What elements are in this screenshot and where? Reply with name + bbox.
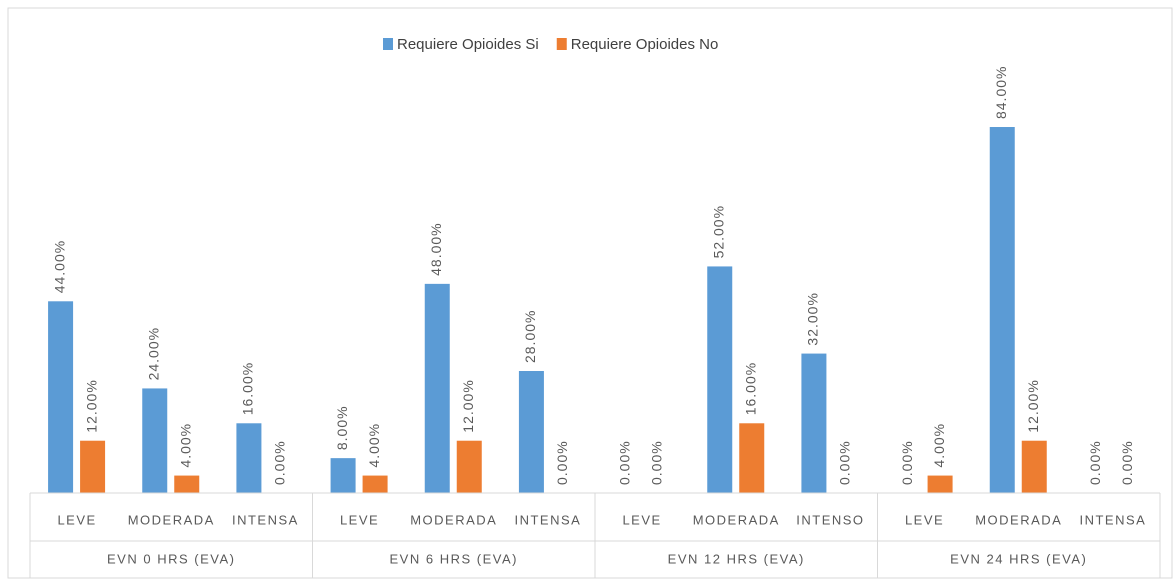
value-label: 24.00%	[145, 327, 161, 380]
bar	[707, 266, 733, 493]
bar	[330, 458, 356, 493]
legend-swatch	[556, 38, 567, 50]
x-tick-label: MODERADA	[410, 512, 497, 527]
value-label: 28.00%	[522, 310, 538, 363]
bar	[739, 423, 765, 493]
value-label: 0.00%	[899, 440, 915, 485]
bar	[236, 423, 262, 493]
x-tick-label: INTENSA	[514, 512, 581, 527]
group-label: EVN 24 HRS (EVA)	[950, 551, 1087, 566]
x-tick-label: LEVE	[340, 512, 379, 527]
x-tick-label: LEVE	[905, 512, 944, 527]
bar	[1021, 440, 1047, 493]
value-label: 16.00%	[742, 362, 758, 415]
value-label: 12.00%	[460, 379, 476, 432]
value-label: 84.00%	[993, 66, 1009, 119]
x-tick-label: INTENSA	[232, 512, 299, 527]
value-label: 4.00%	[177, 423, 193, 468]
value-label: 32.00%	[805, 292, 821, 345]
x-tick-label: LEVE	[622, 512, 661, 527]
value-label: 4.00%	[931, 423, 947, 468]
value-label: 16.00%	[240, 362, 256, 415]
bar	[518, 371, 544, 493]
value-label: 0.00%	[554, 440, 570, 485]
value-label: 4.00%	[366, 423, 382, 468]
value-label: 0.00%	[1087, 440, 1103, 485]
value-label: 0.00%	[616, 440, 632, 485]
x-tick-label: INTENSO	[796, 512, 864, 527]
bar	[80, 440, 106, 493]
group-label: EVN 0 HRS (EVA)	[107, 551, 235, 566]
group-label: EVN 12 HRS (EVA)	[668, 551, 805, 566]
value-label: 0.00%	[272, 440, 288, 485]
bar	[424, 283, 450, 493]
value-label: 12.00%	[1025, 379, 1041, 432]
legend-label: Requiere Opioides Si	[397, 36, 539, 53]
bar	[362, 475, 388, 493]
value-label: 0.00%	[837, 440, 853, 485]
value-label: 12.00%	[83, 379, 99, 432]
value-label: 0.00%	[1119, 440, 1135, 485]
bar	[456, 440, 482, 493]
chart-frame	[7, 7, 1173, 579]
x-tick-label: MODERADA	[975, 512, 1062, 527]
value-label: 44.00%	[51, 240, 67, 293]
value-label: 52.00%	[710, 205, 726, 258]
legend-swatch	[383, 38, 393, 50]
bar	[174, 475, 200, 493]
x-tick-label: MODERADA	[693, 512, 780, 527]
legend-label: Requiere Opioides No	[571, 36, 719, 53]
value-label: 8.00%	[334, 405, 350, 450]
bar	[801, 353, 827, 493]
group-label: EVN 6 HRS (EVA)	[390, 551, 518, 566]
x-tick-label: LEVE	[57, 512, 96, 527]
bar	[989, 127, 1015, 494]
x-tick-label: INTENSA	[1079, 512, 1146, 527]
bar	[48, 301, 74, 493]
bar	[142, 388, 168, 493]
value-label: 48.00%	[428, 222, 444, 275]
bar	[927, 475, 953, 493]
x-tick-label: MODERADA	[128, 512, 215, 527]
value-label: 0.00%	[648, 440, 664, 485]
